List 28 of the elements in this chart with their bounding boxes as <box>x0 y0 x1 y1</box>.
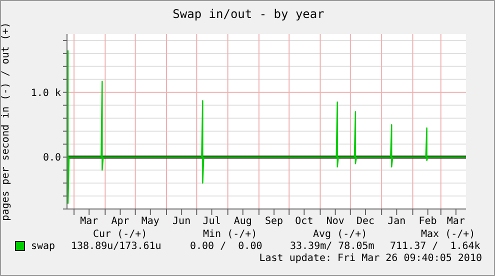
text: 711.37 / 1.64k <box>390 241 480 252</box>
x-tick-label: Dec <box>356 216 375 228</box>
x-tick-label: Jan <box>388 216 406 228</box>
x-tick-label: May <box>141 216 160 228</box>
text: Min (-/+) <box>203 229 258 240</box>
legend-label: swap <box>30 241 56 252</box>
y-tick-label: 1.0 k <box>30 88 61 99</box>
text: Max (-/+) <box>421 229 476 240</box>
text: Last update: Fri Mar 26 09:40:05 2010 <box>259 253 482 264</box>
text: Avg (-/+) <box>313 229 368 240</box>
x-tick-label: Jul <box>202 216 221 228</box>
y-tick-label: 0.0 <box>42 152 61 164</box>
x-tick-label: Sep <box>265 216 284 228</box>
x-tick-label: Aug <box>234 216 252 228</box>
text: Cur (-/+) <box>93 229 148 240</box>
y-axis-title: pages per second in (-) / out (+) <box>0 22 12 221</box>
x-tick-label: Feb <box>418 216 437 228</box>
x-tick-label: Mar <box>80 216 98 228</box>
chart-title: Swap in/out - by year <box>172 7 326 21</box>
x-tick-label: Nov <box>326 216 344 228</box>
x-tick-label: Jun <box>172 216 191 228</box>
text: 138.89u/173.61u <box>71 241 162 252</box>
text: 0.00 / 0.00 <box>190 241 262 252</box>
line-series <box>67 50 466 204</box>
text: 33.39m/ 78.05m <box>290 241 374 252</box>
x-tick-label: Oct <box>295 216 314 228</box>
x-tick-label: Apr <box>111 216 130 228</box>
x-tick-label: Mar <box>446 216 465 228</box>
